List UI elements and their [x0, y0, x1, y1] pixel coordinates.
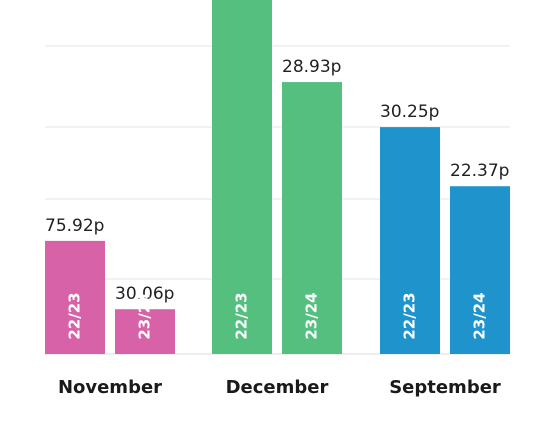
category-label: December	[226, 377, 329, 398]
period-label: 22/23	[233, 292, 251, 339]
bar-november-23-24	[115, 309, 175, 354]
gridlines	[45, 45, 510, 355]
category-label: November	[58, 377, 162, 398]
category-label: September	[389, 377, 501, 398]
period-label: 22/23	[401, 292, 419, 339]
period-label: 23/24	[136, 292, 154, 339]
bars	[45, 0, 510, 355]
period-label: 23/24	[303, 292, 321, 339]
value-label: 30.06p	[115, 284, 174, 304]
labels: 75.92p22/2330.06p23/24November60.53p22/2…	[45, 57, 509, 398]
period-label: 23/24	[471, 292, 489, 339]
value-label: 28.93p	[282, 57, 341, 77]
bar-november-22-23	[45, 240, 105, 354]
value-label: 75.92p	[45, 216, 104, 236]
period-label: 22/23	[66, 292, 84, 339]
bar-december-22-23	[212, 0, 272, 354]
bar-december-23-24	[282, 82, 342, 355]
bar-september-23-24	[450, 186, 510, 354]
bar-september-22-23	[380, 127, 440, 354]
value-label: 22.37p	[450, 161, 509, 181]
value-label: 30.25p	[380, 102, 439, 122]
